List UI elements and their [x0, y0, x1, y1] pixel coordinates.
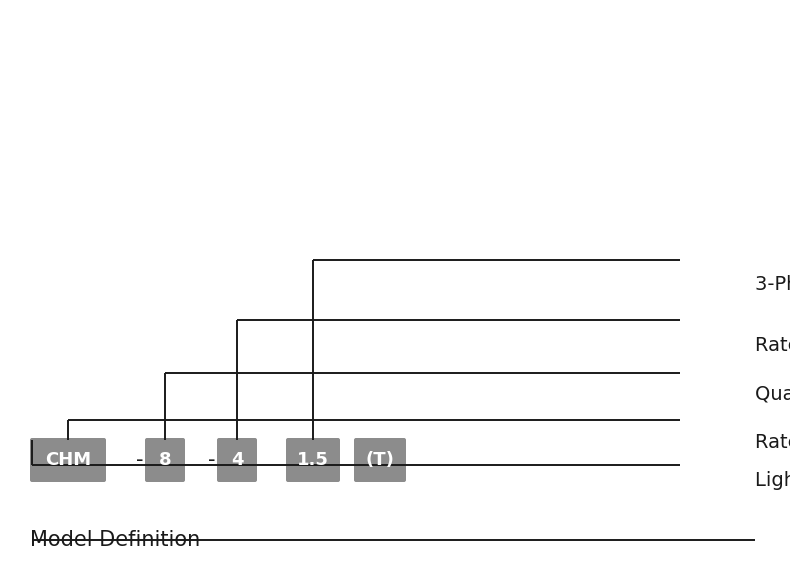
Text: 8: 8: [159, 451, 171, 469]
Text: Model Definition: Model Definition: [30, 530, 200, 550]
Text: 1.5: 1.5: [297, 451, 329, 469]
FancyBboxPatch shape: [354, 438, 406, 482]
FancyBboxPatch shape: [286, 438, 340, 482]
FancyBboxPatch shape: [30, 438, 106, 482]
Text: CHM: CHM: [45, 451, 91, 469]
FancyBboxPatch shape: [145, 438, 185, 482]
Text: Rated Power(P2): Rated Power(P2): [755, 336, 790, 354]
Text: (T): (T): [366, 451, 394, 469]
Text: Light duty horizontal stainless steel
multistage centrifugal pump: Light duty horizontal stainless steel mu…: [755, 472, 790, 513]
Text: -: -: [209, 450, 216, 470]
FancyBboxPatch shape: [217, 438, 257, 482]
Text: 3-Phase Motor: 3-Phase Motor: [755, 276, 790, 294]
Text: Quantity of Impeller: Quantity of Impeller: [755, 386, 790, 404]
Text: -: -: [136, 450, 144, 470]
Text: 4: 4: [231, 451, 243, 469]
Text: Rated Capacity  m³/h: Rated Capacity m³/h: [755, 434, 790, 452]
